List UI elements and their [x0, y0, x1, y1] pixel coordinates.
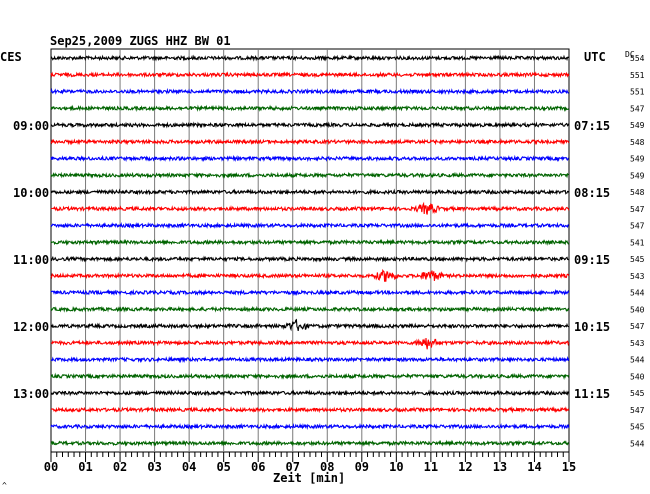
x-axis-label: Zeit [min] — [273, 471, 345, 485]
dc-value: 540 — [630, 372, 645, 381]
x-tick-label: 02 — [113, 460, 127, 474]
dc-value: 549 — [630, 171, 645, 180]
dc-value: 541 — [630, 238, 645, 247]
x-tick-label: 01 — [78, 460, 92, 474]
dc-value: 547 — [630, 322, 645, 331]
dc-value: 548 — [630, 138, 645, 147]
right-time-label: 09:15 — [574, 253, 610, 267]
footer-mark: ^ — [2, 481, 7, 490]
seismic-trace — [50, 305, 570, 313]
right-time-label: 10:15 — [574, 320, 610, 334]
seismic-trace — [50, 318, 569, 332]
seismic-trace — [50, 104, 570, 112]
left-time-label: 12:00 — [13, 320, 49, 334]
x-tick-label: 08 — [320, 460, 334, 474]
dc-value: 547 — [630, 222, 645, 231]
left-time-label: 11:00 — [13, 253, 49, 267]
dc-label: DC — [625, 50, 635, 59]
x-tick-label: 04 — [182, 460, 196, 474]
dc-value: 544 — [630, 439, 645, 448]
left-time-label: 13:00 — [13, 387, 49, 401]
left-axis-label: CES — [0, 50, 22, 64]
chart-title: Sep25,2009 ZUGS HHZ BW 01 — [50, 34, 231, 48]
right-time-label: 07:15 — [574, 119, 610, 133]
x-tick-label: 00 — [44, 460, 58, 474]
seismic-trace — [50, 255, 570, 263]
seismic-trace — [50, 406, 570, 414]
left-time-label: 10:00 — [13, 186, 49, 200]
right-axis-label: UTC — [584, 50, 606, 64]
x-tick-label: 12 — [458, 460, 472, 474]
seismic-trace — [50, 87, 569, 96]
left-time-label: 09:00 — [13, 119, 49, 133]
seismic-trace — [50, 389, 570, 397]
seismic-trace — [50, 188, 570, 196]
labels-layer: 00 01 02 03 04 05 06 07 08 09 10 11 12 13 14 15 554 551 55… — [13, 54, 645, 474]
dc-value: 549 — [630, 155, 645, 164]
seismic-trace — [50, 121, 570, 129]
grid-layer — [50, 48, 570, 462]
x-tick-label: 14 — [527, 460, 541, 474]
dc-value: 545 — [630, 255, 645, 264]
dc-value: 551 — [630, 88, 645, 97]
dc-value: 544 — [630, 289, 645, 298]
dc-value: 554 — [630, 54, 645, 63]
dc-value: 547 — [630, 104, 645, 113]
dc-value: 551 — [630, 71, 645, 80]
dc-value: 543 — [630, 339, 645, 348]
x-tick-label: 06 — [251, 460, 265, 474]
seismic-trace — [50, 154, 569, 163]
seismic-trace — [50, 288, 570, 297]
x-tick-label: 10 — [389, 460, 403, 474]
x-tick-label: 07 — [286, 460, 300, 474]
dc-value: 543 — [630, 272, 645, 281]
dc-value: 548 — [630, 188, 645, 197]
seismic-trace — [50, 355, 570, 364]
x-tick-label: 05 — [216, 460, 230, 474]
x-tick-label: 11 — [424, 460, 438, 474]
dc-value: 545 — [630, 389, 645, 398]
seismic-trace — [50, 71, 570, 79]
traces-layer — [50, 54, 570, 447]
dc-value: 547 — [630, 406, 645, 415]
x-tick-label: 03 — [147, 460, 161, 474]
dc-value: 540 — [630, 305, 645, 314]
seismic-trace — [50, 238, 570, 246]
right-time-label: 08:15 — [574, 186, 610, 200]
seismic-trace — [50, 171, 569, 179]
dc-value: 545 — [630, 423, 645, 432]
seismic-trace — [50, 54, 570, 62]
seismic-trace — [50, 338, 570, 350]
right-time-label: 11:15 — [574, 387, 610, 401]
x-tick-label: 15 — [562, 460, 576, 474]
seismic-trace — [50, 138, 570, 146]
dc-value: 549 — [630, 121, 645, 130]
seismic-trace — [50, 422, 570, 431]
x-tick-label: 13 — [493, 460, 507, 474]
x-tick-label: 09 — [355, 460, 369, 474]
dc-value: 544 — [630, 356, 645, 365]
seismic-trace — [50, 221, 569, 230]
seismic-trace — [50, 201, 570, 215]
seismic-trace — [50, 268, 570, 282]
seismic-trace — [50, 439, 570, 447]
seismic-trace — [50, 372, 570, 380]
dc-value: 547 — [630, 205, 645, 214]
